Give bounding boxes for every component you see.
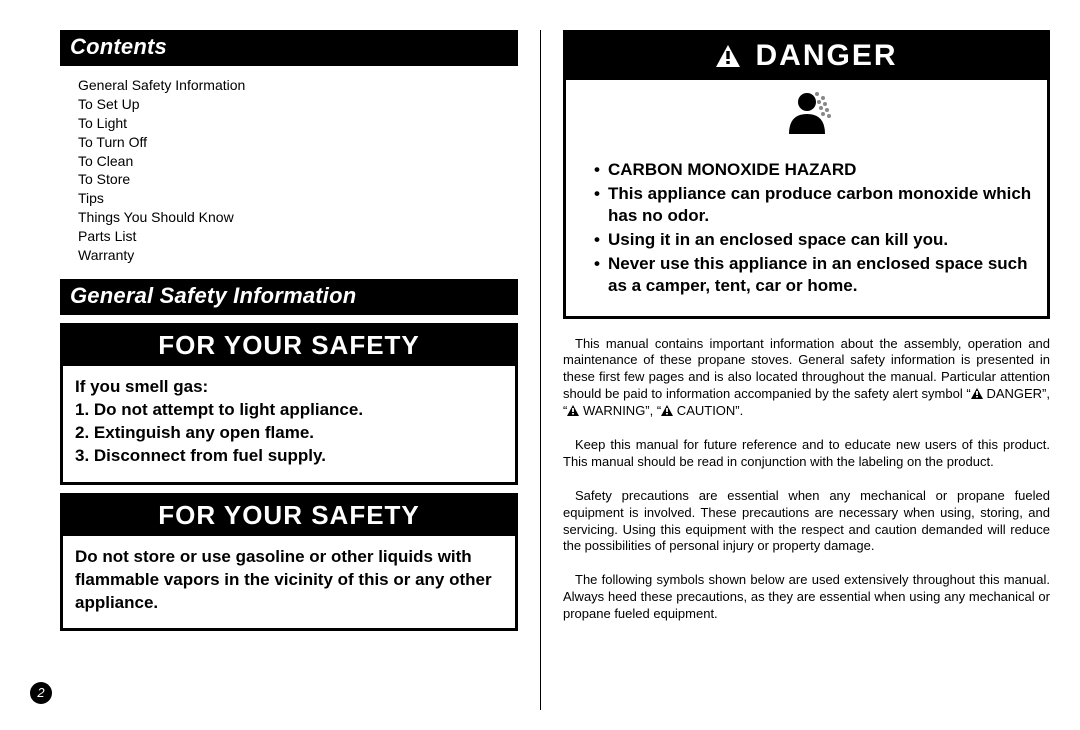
safety-line: 1. Do not attempt to light appliance. bbox=[75, 399, 503, 422]
danger-bullet: Using it in an enclosed space can kill y… bbox=[594, 229, 1033, 251]
warning-triangle-icon bbox=[661, 405, 673, 416]
p1-text-d: CAUTION”. bbox=[673, 403, 743, 418]
warning-triangle-icon bbox=[567, 405, 579, 416]
left-column: Contents General Safety Information To S… bbox=[60, 30, 540, 710]
safety-box-1-title: FOR YOUR SAFETY bbox=[63, 326, 515, 366]
danger-bullet: This appliance can produce carbon monoxi… bbox=[594, 183, 1033, 227]
warning-triangle-icon bbox=[971, 388, 983, 399]
safety-box-2-body: Do not store or use gasoline or other li… bbox=[63, 536, 515, 629]
safety-box-1: FOR YOUR SAFETY If you smell gas: 1. Do … bbox=[60, 323, 518, 485]
list-item: General Safety Information bbox=[78, 76, 518, 95]
safety-line: 2. Extinguish any open flame. bbox=[75, 422, 503, 445]
safety-line: 3. Disconnect from fuel supply. bbox=[75, 445, 503, 468]
right-column: DANGER CARBON MONOXIDE HAZARD This appli… bbox=[540, 30, 1050, 710]
warning-triangle-icon bbox=[715, 44, 741, 68]
paragraph-1: This manual contains important informati… bbox=[563, 336, 1050, 420]
carbon-monoxide-icon bbox=[777, 84, 837, 140]
list-item: To Turn Off bbox=[78, 133, 518, 152]
contents-header: Contents bbox=[60, 30, 518, 66]
danger-icon-row bbox=[566, 80, 1047, 149]
list-item: To Light bbox=[78, 114, 518, 133]
safety-box-2-title: FOR YOUR SAFETY bbox=[63, 496, 515, 536]
list-item: To Store bbox=[78, 170, 518, 189]
danger-body: CARBON MONOXIDE HAZARD This appliance ca… bbox=[566, 149, 1047, 316]
list-item: To Set Up bbox=[78, 95, 518, 114]
manual-page: Contents General Safety Information To S… bbox=[0, 0, 1080, 730]
paragraph-4: The following symbols shown below are us… bbox=[563, 572, 1050, 623]
p1-text-c: WARNING”, “ bbox=[579, 403, 661, 418]
contents-list: General Safety Information To Set Up To … bbox=[60, 66, 518, 279]
danger-bullet-list: CARBON MONOXIDE HAZARD This appliance ca… bbox=[580, 159, 1033, 298]
list-item: To Clean bbox=[78, 152, 518, 171]
danger-header: DANGER bbox=[566, 33, 1047, 80]
list-item: Tips bbox=[78, 189, 518, 208]
list-item: Parts List bbox=[78, 227, 518, 246]
safety-box-1-body: If you smell gas: 1. Do not attempt to l… bbox=[63, 366, 515, 482]
safety-box-2: FOR YOUR SAFETY Do not store or use gaso… bbox=[60, 493, 518, 632]
gsi-header: General Safety Information bbox=[60, 279, 518, 315]
list-item: Things You Should Know bbox=[78, 208, 518, 227]
danger-box: DANGER CARBON MONOXIDE HAZARD This appli… bbox=[563, 30, 1050, 319]
paragraph-2: Keep this manual for future reference an… bbox=[563, 437, 1050, 471]
list-item: Warranty bbox=[78, 246, 518, 265]
page-number: 2 bbox=[30, 682, 52, 704]
paragraph-3: Safety precautions are essential when an… bbox=[563, 488, 1050, 556]
danger-bullet: Never use this appliance in an enclosed … bbox=[594, 253, 1033, 297]
danger-bullet: CARBON MONOXIDE HAZARD bbox=[594, 159, 1033, 181]
safety-lead: If you smell gas: bbox=[75, 376, 503, 399]
danger-title-text: DANGER bbox=[755, 39, 897, 73]
